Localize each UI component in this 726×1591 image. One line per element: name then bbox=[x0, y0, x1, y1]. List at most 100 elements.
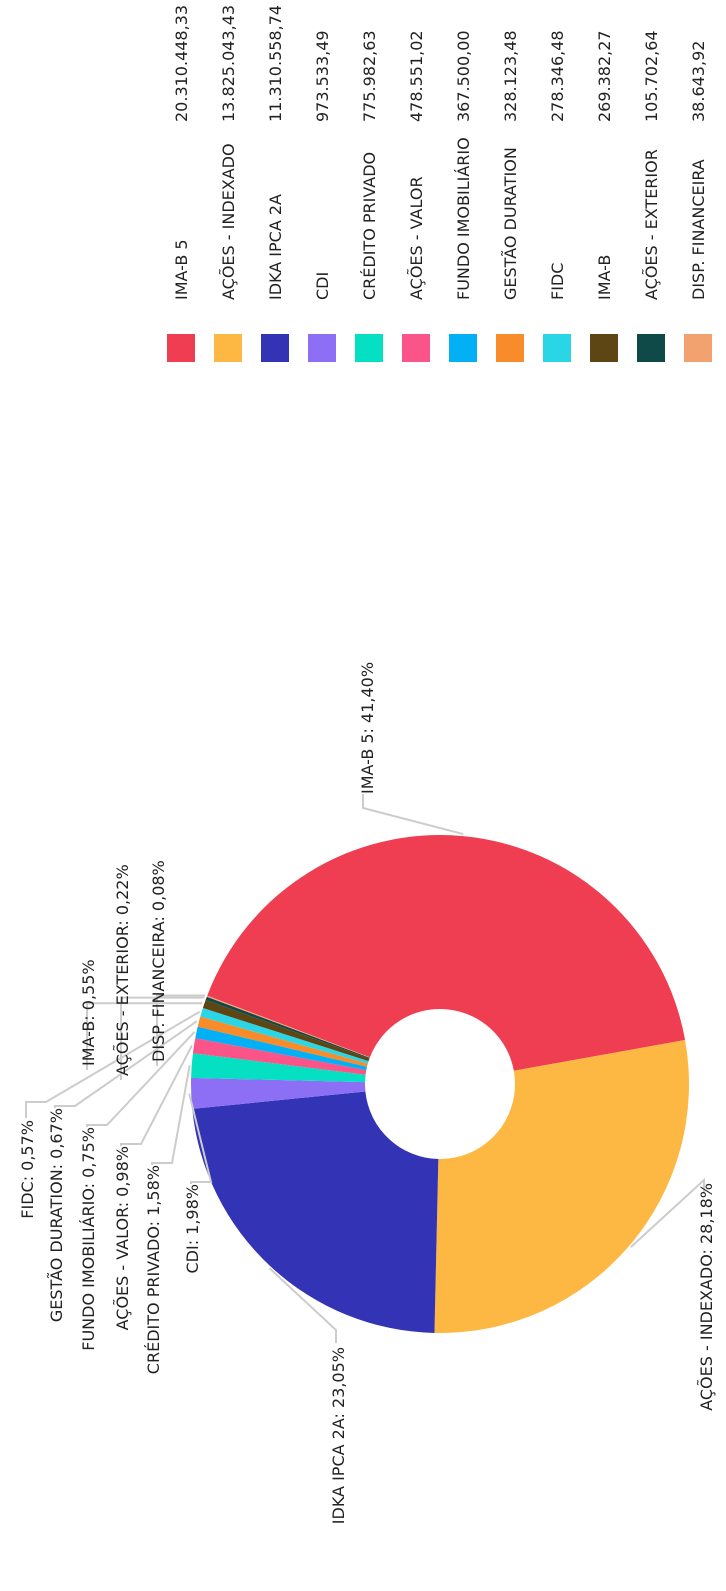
legend-value: 269.382,27 bbox=[595, 30, 614, 122]
legend-item: DISP. FINANCEIRA 38.643,92 bbox=[684, 41, 712, 362]
legend-label: IDKA IPCA 2A bbox=[266, 194, 285, 300]
legend-swatch bbox=[543, 334, 571, 362]
legend-item: FUNDO IMOBILIÁRIO 367.500,00 bbox=[449, 30, 477, 362]
legend-value: 11.310.558,74 bbox=[266, 5, 285, 122]
donut-slices bbox=[191, 834, 689, 1333]
legend-item: AÇÕES - INDEXADO 13.825.043,43 bbox=[214, 5, 242, 362]
legend-swatch bbox=[637, 334, 665, 362]
legend-label: IMA-B bbox=[595, 255, 614, 300]
slice-percent-label: IMA-B 5: 41,40% bbox=[358, 662, 377, 794]
leader-line bbox=[151, 1065, 191, 1165]
leader-line bbox=[120, 1044, 193, 1146]
legend-label: GESTÃO DURATION bbox=[501, 147, 520, 300]
data-label-group: IMA-B: 0,55% bbox=[79, 959, 203, 1070]
slice-percent-label: AÇÕES - EXTERIOR: 0,22% bbox=[113, 864, 132, 1076]
slice-percent-label: FIDC: 0,57% bbox=[18, 1120, 37, 1219]
legend-label: DISP. FINANCEIRA bbox=[689, 159, 708, 300]
legend-item: CRÉDITO PRIVADO 775.982,63 bbox=[355, 30, 383, 362]
legend-value: 328.123,48 bbox=[501, 30, 520, 122]
pie-slice bbox=[192, 1091, 439, 1333]
pie-slice bbox=[191, 1077, 366, 1109]
legend-label: IMA-B 5 bbox=[172, 239, 191, 300]
legend-label: FIDC bbox=[548, 263, 567, 300]
pie-slice bbox=[434, 1040, 689, 1333]
pie-slice bbox=[200, 1008, 369, 1064]
legend-item: FIDC 278.346,48 bbox=[543, 30, 571, 362]
slice-percent-label: AÇÕES - INDEXADO: 28,18% bbox=[697, 1183, 716, 1411]
slice-percent-label: IDKA IPCA 2A: 23,05% bbox=[329, 1347, 348, 1524]
legend-value: 973.533,49 bbox=[313, 30, 332, 122]
pie-slice bbox=[197, 1016, 368, 1067]
legend-swatch bbox=[214, 334, 242, 362]
leader-line bbox=[86, 1002, 203, 1070]
slice-percent-label: GESTÃO DURATION: 0,67% bbox=[47, 1108, 66, 1322]
legend-swatch bbox=[261, 334, 289, 362]
legend-label: FUNDO IMOBILIÁRIO bbox=[454, 137, 473, 300]
slice-percent-label: DISP. FINANCEIRA: 0,08% bbox=[149, 860, 168, 1062]
legend-label: AÇÕES - INDEXADO bbox=[219, 143, 238, 300]
legend-value: 105.702,64 bbox=[642, 30, 661, 122]
leader-line bbox=[188, 1093, 213, 1184]
legend-swatch bbox=[449, 334, 477, 362]
legend-label: AÇÕES - EXTERIOR bbox=[642, 149, 661, 300]
legend-swatch bbox=[355, 334, 383, 362]
legend-item: IMA-B 5 20.310.448,33 bbox=[167, 5, 195, 362]
legend-value: 775.982,63 bbox=[360, 30, 379, 122]
slice-percent-label: AÇÕES - VALOR: 0,98% bbox=[113, 1146, 132, 1330]
legend-label: CDI bbox=[313, 272, 332, 300]
leader-line bbox=[630, 1177, 705, 1248]
legend-item: AÇÕES - EXTERIOR 105.702,64 bbox=[637, 30, 665, 362]
chart-legend: IMA-B 5 20.310.448,33 AÇÕES - INDEXADO 13.8… bbox=[167, 5, 712, 362]
leader-line bbox=[156, 994, 206, 1066]
data-label-group: GESTÃO DURATION: 0,67% bbox=[47, 1020, 198, 1322]
pie-slice bbox=[207, 834, 686, 1071]
data-label-group: CDI: 1,98% bbox=[183, 1093, 213, 1274]
legend-swatch bbox=[684, 334, 712, 362]
legend-value: 38.643,92 bbox=[689, 41, 708, 122]
data-label-group: DISP. FINANCEIRA: 0,08% bbox=[149, 860, 206, 1066]
legend-item: CDI 973.533,49 bbox=[308, 30, 336, 362]
data-label-group: AÇÕES - VALOR: 0,98% bbox=[113, 1044, 193, 1330]
leader-line bbox=[120, 996, 205, 1080]
leader-line bbox=[54, 1020, 198, 1108]
legend-swatch bbox=[402, 334, 430, 362]
pie-slice bbox=[202, 999, 370, 1062]
legend-swatch bbox=[167, 334, 195, 362]
slice-percent-label: FUNDO IMOBILIÁRIO: 0,75% bbox=[79, 1127, 98, 1351]
legend-value: 478.551,02 bbox=[407, 30, 426, 122]
legend-swatch bbox=[496, 334, 524, 362]
legend-swatch bbox=[308, 334, 336, 362]
data-label-group: FUNDO IMOBILIÁRIO: 0,75% bbox=[79, 1031, 196, 1351]
legend-item: IDKA IPCA 2A 11.310.558,74 bbox=[261, 5, 289, 362]
slice-percent-label: IMA-B: 0,55% bbox=[79, 959, 98, 1066]
data-label-group: IMA-B 5: 41,40% bbox=[358, 662, 464, 836]
leader-line bbox=[25, 1010, 201, 1118]
leader-line bbox=[86, 1031, 196, 1127]
legend-value: 20.310.448,33 bbox=[172, 5, 191, 122]
legend-swatch bbox=[590, 334, 618, 362]
data-label-group: CRÉDITO PRIVADO: 1,58% bbox=[144, 1065, 191, 1374]
data-label-group: FIDC: 0,57% bbox=[18, 1010, 201, 1219]
slice-percent-label: CRÉDITO PRIVADO: 1,58% bbox=[144, 1165, 163, 1374]
pie-slice bbox=[192, 1038, 367, 1075]
slice-percent-label: CDI: 1,98% bbox=[183, 1184, 202, 1274]
data-labels: IMA-B 5: 41,40% AÇÕES - INDEXADO: 28,18% I… bbox=[18, 662, 716, 1524]
legend-item: AÇÕES - VALOR 478.551,02 bbox=[402, 30, 430, 362]
data-label-group: AÇÕES - EXTERIOR: 0,22% bbox=[113, 864, 205, 1080]
data-label-group: IDKA IPCA 2A: 23,05% bbox=[268, 1267, 348, 1524]
pie-slice bbox=[205, 996, 370, 1059]
pie-slice bbox=[206, 995, 370, 1058]
leader-line bbox=[362, 794, 464, 836]
legend-value: 278.346,48 bbox=[548, 30, 567, 122]
leader-line bbox=[268, 1267, 337, 1343]
pie-slice bbox=[191, 1053, 366, 1083]
data-label-group: AÇÕES - INDEXADO: 28,18% bbox=[630, 1177, 716, 1411]
legend-label: AÇÕES - VALOR bbox=[407, 176, 426, 300]
legend-label: CRÉDITO PRIVADO bbox=[360, 152, 379, 300]
pie-slice bbox=[195, 1026, 368, 1071]
legend-value: 367.500,00 bbox=[454, 30, 473, 122]
legend-value: 13.825.043,43 bbox=[219, 5, 238, 122]
legend-item: IMA-B 269.382,27 bbox=[590, 30, 618, 362]
legend-item: GESTÃO DURATION 328.123,48 bbox=[496, 30, 524, 362]
